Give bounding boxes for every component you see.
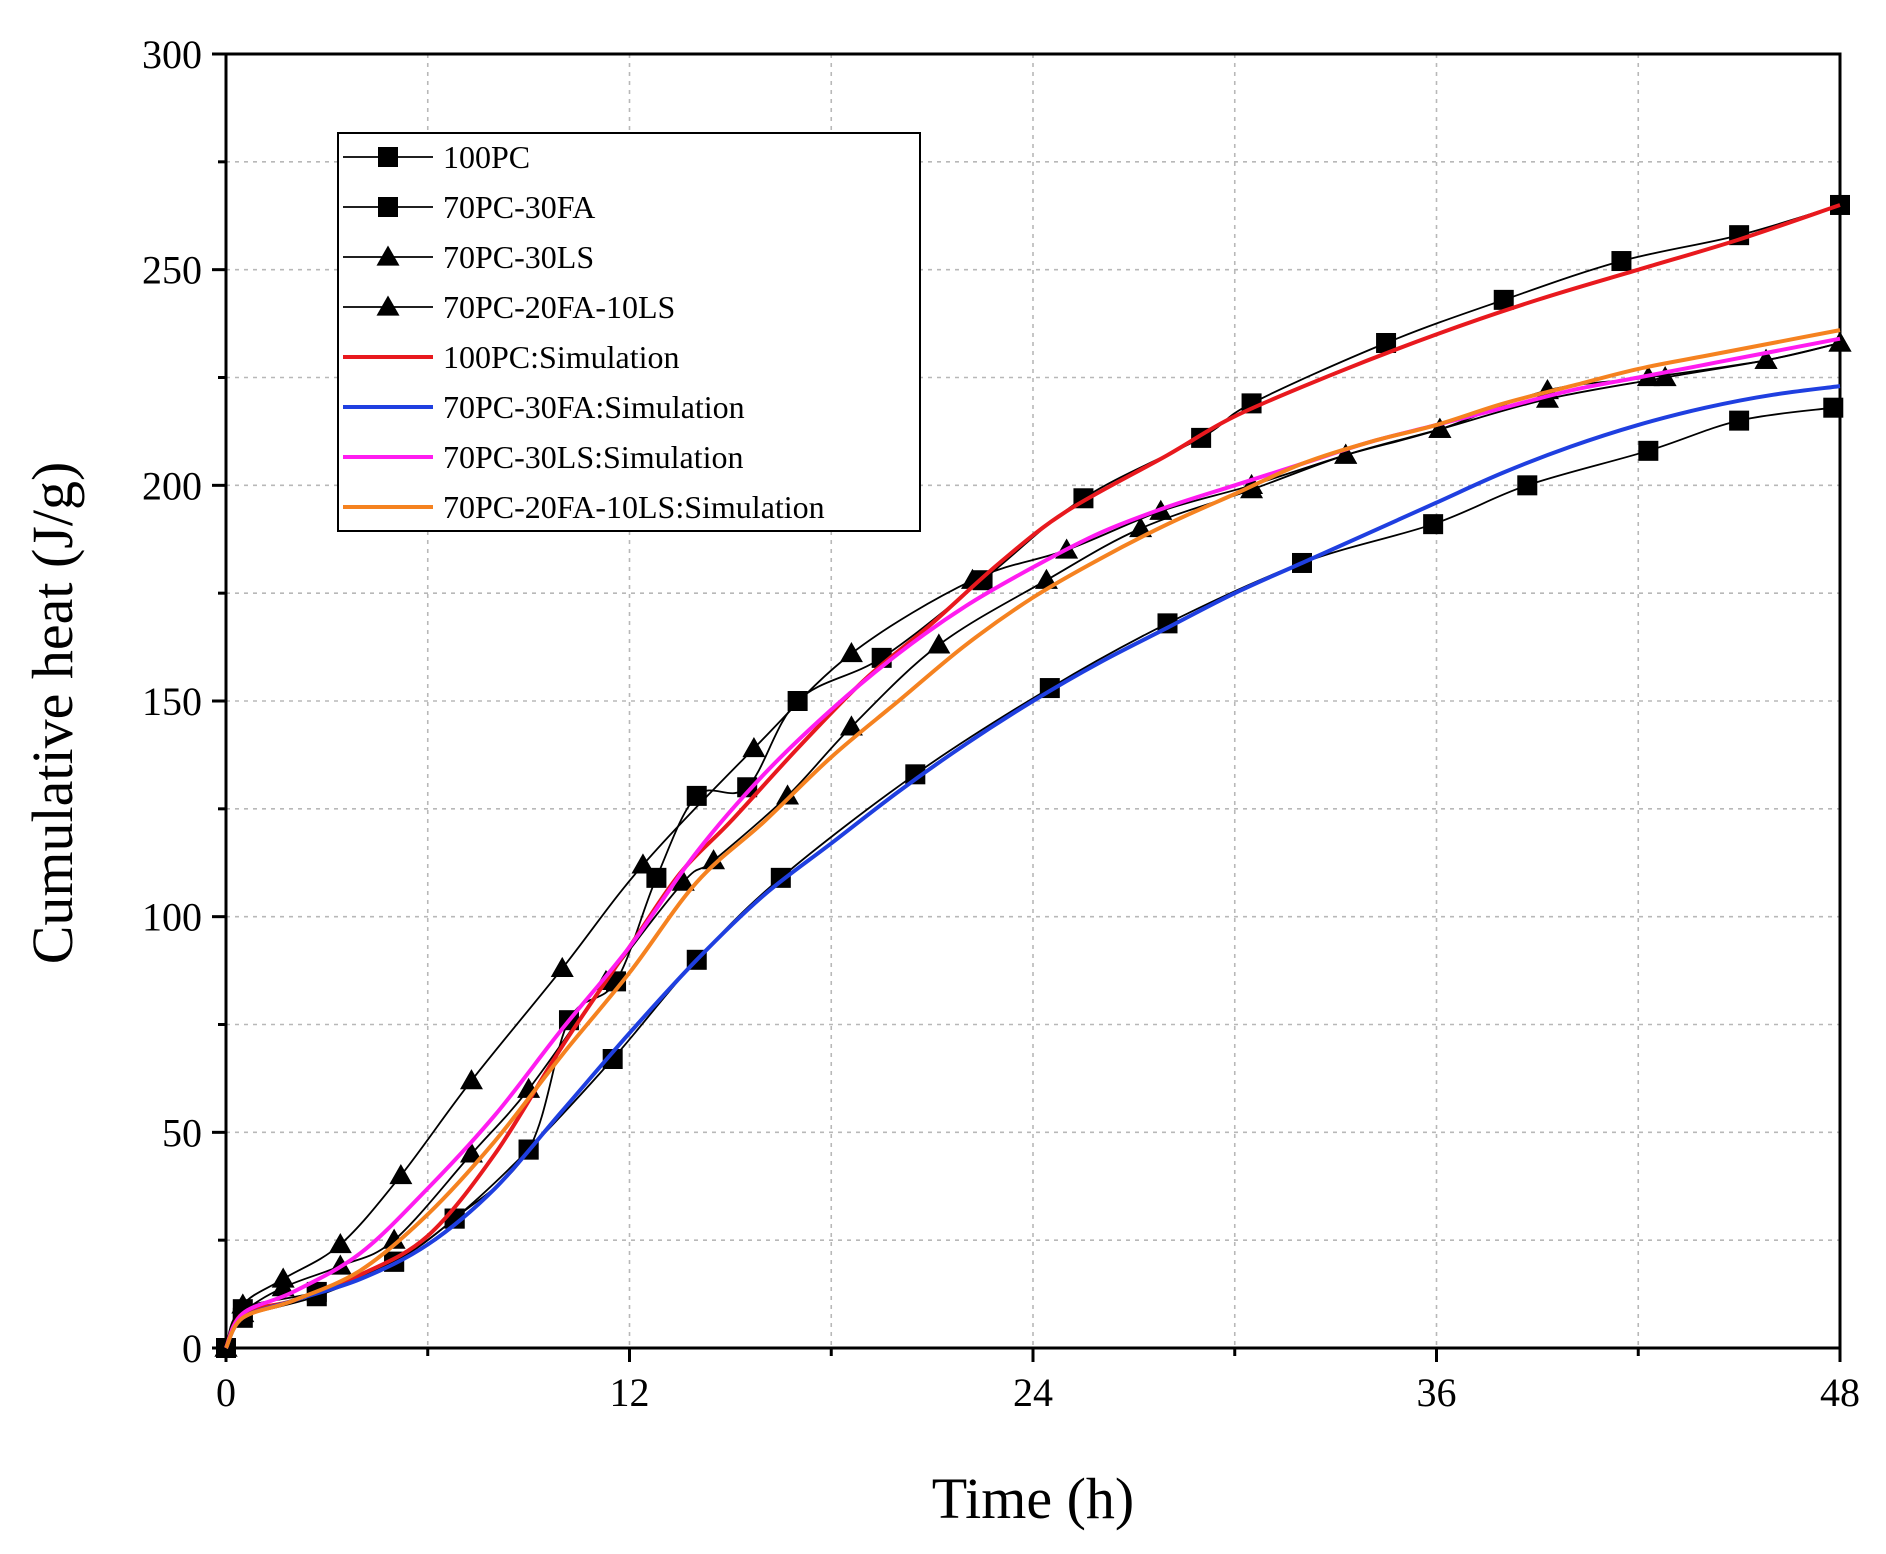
legend-label: 100PC:Simulation <box>443 339 679 375</box>
data-point-square <box>1830 194 1850 215</box>
legend-item-70pc-30ls-simulation: 70PC-30LS:Simulation <box>343 439 743 475</box>
legend-item-70pc-20fa-10ls-simulation: 70PC-20FA-10LS:Simulation <box>343 489 825 525</box>
data-point-square <box>1423 514 1444 535</box>
data-point-square <box>787 691 808 711</box>
legend-item-100pc: 100PC <box>343 139 530 175</box>
x-tick-label: 48 <box>1820 1370 1860 1415</box>
legend-label: 70PC-30FA <box>443 189 595 225</box>
legend-label: 100PC <box>443 139 530 175</box>
axes: 0 12 24 36 48 0 50 100 150 200 250 300 <box>142 32 1860 1415</box>
legend-swatch-marker <box>376 245 400 266</box>
legend-item-70pc-30ls: 70PC-30LS <box>343 239 594 275</box>
data-point-square <box>1517 475 1538 496</box>
series-layer <box>214 194 1852 1358</box>
legend-swatch-marker <box>378 147 398 167</box>
x-tick-label: 36 <box>1417 1370 1457 1415</box>
legend-label: 70PC-30LS:Simulation <box>443 439 743 475</box>
data-point-triangle <box>839 642 863 663</box>
y-tick-label: 100 <box>142 895 202 940</box>
legend-item-70pc-30fa: 70PC-30FA <box>343 189 595 225</box>
legend-label: 70PC-20FA-10LS <box>443 289 675 325</box>
data-point-triangle <box>1754 348 1778 369</box>
data-point-square <box>686 785 707 806</box>
data-point-triangle <box>1129 516 1153 538</box>
data-point-square <box>1638 440 1659 461</box>
data-point-triangle <box>839 715 863 736</box>
y-tick-label: 150 <box>142 679 202 724</box>
legend-label: 70PC-30FA:Simulation <box>443 389 745 425</box>
grid-lines <box>226 54 1840 1348</box>
data-point-square <box>602 1049 623 1070</box>
y-tick-label: 300 <box>142 32 202 77</box>
series-70pc-30fa-simulation <box>224 384 1841 1349</box>
x-tick-label: 0 <box>216 1370 236 1415</box>
series-line <box>224 328 1841 1349</box>
data-point-triangle <box>382 1228 406 1249</box>
legend-label: 70PC-20FA-10LS:Simulation <box>443 489 825 525</box>
data-point-triangle <box>702 849 726 870</box>
data-point-triangle <box>927 633 951 654</box>
data-point-triangle <box>1428 417 1452 438</box>
data-point-square <box>1376 332 1397 353</box>
data-point-square <box>1611 251 1632 272</box>
data-point-square <box>1493 289 1514 310</box>
data-point-square <box>1823 397 1844 418</box>
legend: 100PC 70PC-30FA 70PC-30LS 70PC-20FA-10LS 100… <box>337 132 921 532</box>
data-point-triangle <box>1653 366 1677 387</box>
data-point-triangle <box>671 870 695 891</box>
y-tick-label: 0 <box>182 1326 202 1371</box>
y-tick-label: 50 <box>162 1110 202 1155</box>
legend-item-70pc-20fa-10ls: 70PC-20FA-10LS <box>343 289 675 325</box>
legend-label: 70PC-30LS <box>443 239 594 275</box>
legend-item-100pc-simulation: 100PC:Simulation <box>343 339 679 375</box>
legend-item-70pc-30fa-simulation: 70PC-30FA:Simulation <box>343 389 745 425</box>
y-tick-label: 250 <box>142 248 202 293</box>
data-point-triangle <box>459 1142 483 1163</box>
x-tick-label: 24 <box>1013 1370 1053 1415</box>
legend-box <box>337 132 921 532</box>
legend-swatch-marker <box>376 295 400 316</box>
series-70pc-30ls-simulation <box>224 336 1841 1349</box>
data-point-triangle <box>1334 443 1358 464</box>
data-point-square <box>905 764 926 785</box>
series-line <box>224 384 1841 1349</box>
data-point-triangle <box>550 956 574 978</box>
data-point-triangle <box>271 1276 295 1297</box>
x-axis-title: Time (h) <box>932 1466 1135 1531</box>
data-point-square <box>737 777 758 798</box>
series-line <box>224 336 1841 1349</box>
data-point-triangle <box>742 736 766 758</box>
x-tick-label: 12 <box>610 1370 650 1415</box>
data-point-triangle <box>631 853 655 874</box>
data-point-square <box>1729 410 1750 431</box>
data-point-triangle <box>328 1232 352 1254</box>
data-point-triangle <box>389 1163 413 1185</box>
data-point-triangle <box>459 1069 483 1090</box>
y-tick-label: 200 <box>142 463 202 508</box>
data-point-triangle <box>776 784 800 805</box>
series-70pc-20fa-10ls-simulation <box>224 328 1841 1349</box>
data-point-triangle <box>1828 331 1852 352</box>
y-axis-title: Cumulative heat (J/g) <box>20 462 85 965</box>
legend-swatch-marker <box>378 197 398 217</box>
